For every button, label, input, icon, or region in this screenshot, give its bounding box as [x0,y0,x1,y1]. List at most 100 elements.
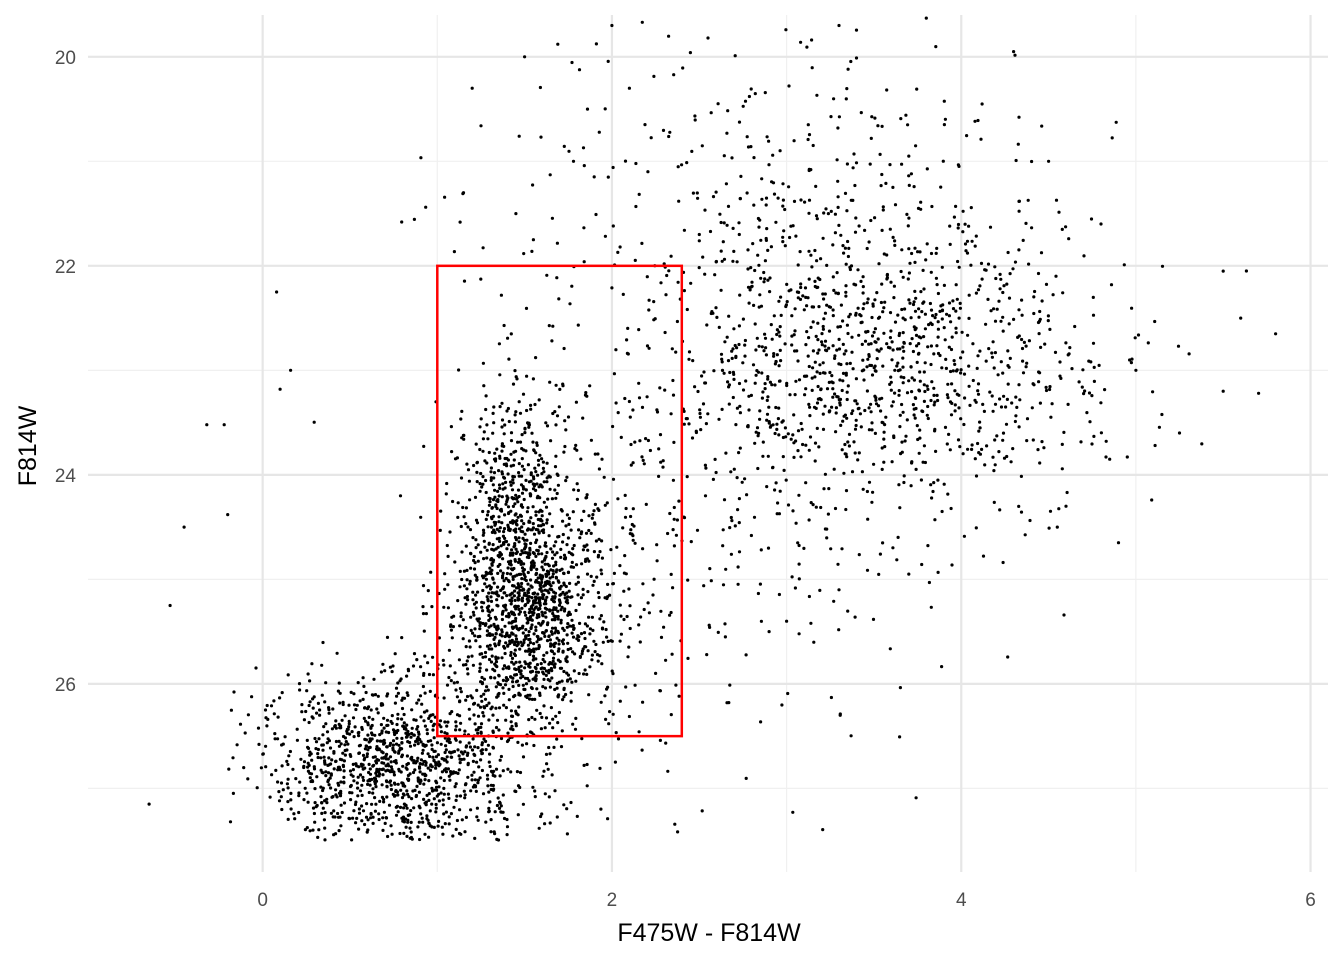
data-point [877,262,881,266]
data-point [962,422,966,427]
data-point [947,314,952,318]
data-point [561,642,566,646]
data-point [827,329,832,333]
data-point [920,562,924,567]
data-point [529,528,533,532]
data-point [444,767,448,771]
data-point [567,149,571,153]
data-point [471,590,475,594]
data-point [501,678,505,683]
data-point [950,335,954,339]
data-point [1048,387,1052,392]
data-point [503,624,507,628]
data-point [517,400,521,404]
data-point [449,772,453,776]
data-point [514,497,519,501]
data-point [751,242,755,246]
data-point [882,437,886,441]
data-point [929,483,933,487]
data-point [869,402,873,406]
data-point [899,375,903,379]
data-point [698,411,702,416]
data-point [891,185,895,189]
data-point [676,280,680,284]
data-point [867,342,871,346]
y-tick-label: 26 [55,675,76,696]
data-point [547,662,551,666]
data-point [506,458,510,462]
data-point [402,721,406,725]
data-point [360,727,364,732]
data-point [1103,388,1107,392]
data-point [512,662,516,666]
data-point [468,528,473,532]
data-point [902,376,906,380]
data-point [509,509,513,513]
data-point [543,544,547,548]
data-point [584,391,588,395]
data-point [730,519,734,523]
data-point [928,301,933,306]
data-point [713,273,717,277]
data-point [431,728,435,732]
data-point [507,698,511,702]
data-point [562,669,566,674]
data-point [813,248,817,253]
data-point [763,277,767,281]
data-point [502,816,507,821]
data-point [273,737,277,741]
data-point [900,450,904,454]
data-point [592,175,596,179]
data-point [726,109,730,113]
data-point [516,515,520,519]
data-point [495,603,499,607]
data-point [490,547,494,551]
data-point [737,342,741,347]
data-point [863,228,867,232]
data-point [309,772,314,776]
data-point [883,423,887,427]
data-point [515,550,519,554]
data-point [356,786,360,790]
data-point [494,547,498,551]
data-point [472,702,476,706]
data-point [430,605,434,609]
data-point [849,59,853,64]
data-point [880,172,884,177]
data-point [534,647,538,651]
data-point [833,356,837,360]
data-point [401,815,406,819]
data-point [421,743,425,747]
data-point [476,590,480,594]
data-point [390,714,394,718]
data-point [744,379,748,383]
data-point [451,499,455,504]
data-point [1015,405,1019,409]
data-point [544,716,549,720]
data-point [767,405,771,409]
data-point [558,601,562,605]
data-point [227,767,231,771]
data-point [332,767,336,771]
data-point [537,613,541,617]
data-point [547,671,551,675]
data-point [559,745,564,749]
data-point [542,480,546,484]
data-point [557,297,561,301]
data-point [449,425,453,429]
data-point [497,515,501,519]
data-point [363,766,367,770]
data-point [510,584,515,588]
data-point [510,724,514,728]
data-point [846,609,850,613]
data-point [515,644,519,648]
data-point [618,564,622,568]
data-point [677,199,681,203]
data-point [847,444,852,448]
data-point [330,795,334,799]
data-point [532,642,536,646]
data-point [495,447,499,451]
data-point [401,792,405,796]
data-point [850,350,854,354]
